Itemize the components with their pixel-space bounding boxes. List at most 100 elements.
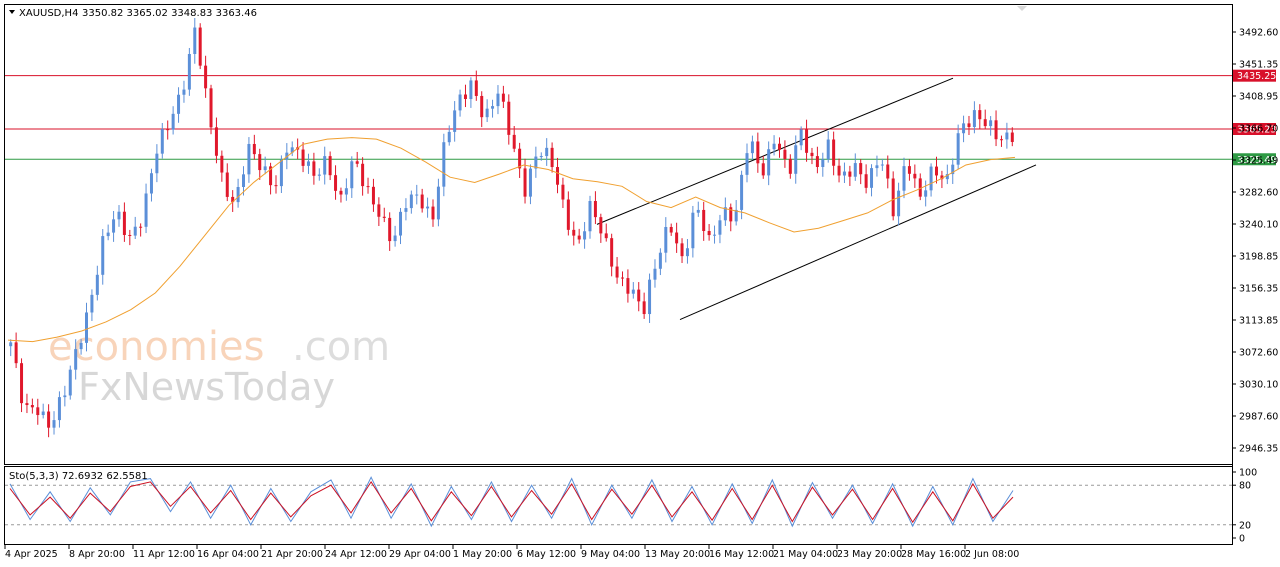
candle-body — [772, 143, 776, 150]
candle-body — [269, 166, 273, 186]
candle-body — [312, 161, 316, 176]
time-tick-label: 2 Jun 08:00 — [965, 549, 1019, 560]
time-tick-label: 8 Apr 20:00 — [69, 549, 125, 560]
watermark: economies .com FxNewsToday — [48, 324, 390, 409]
candle-body — [90, 294, 94, 313]
candle-body — [989, 120, 993, 127]
time-tick-label: 4 Apr 2025 — [5, 549, 58, 560]
candle-body — [588, 200, 592, 232]
candle-body — [897, 190, 901, 217]
price-tick-label: 3492.60 — [1239, 28, 1278, 39]
candle-body — [263, 166, 267, 171]
candle-body — [242, 174, 246, 187]
candle-body — [761, 163, 765, 176]
candle-body — [399, 211, 403, 236]
candle-body — [204, 65, 208, 89]
candle-body — [664, 226, 668, 253]
stochastic: 100 80 20 0 — [5, 468, 1257, 545]
candle-body — [209, 88, 213, 128]
candle-body — [610, 238, 614, 267]
candle-body — [518, 148, 522, 169]
candle-body — [20, 363, 24, 404]
main-panel-frame — [4, 4, 1233, 465]
candle-body — [929, 166, 933, 191]
support-1-tag — [1233, 153, 1276, 166]
candle-body — [371, 186, 375, 205]
candle-body — [593, 200, 597, 218]
candle-body — [339, 190, 343, 195]
candle-body — [691, 212, 695, 249]
candle-body — [864, 174, 868, 188]
price-tick-label: 3240.10 — [1239, 220, 1278, 231]
candle-body — [144, 193, 148, 227]
candle-body — [859, 163, 863, 175]
price-tick-label: 3408.95 — [1239, 92, 1278, 103]
candle-body — [458, 94, 462, 111]
candle-body — [79, 342, 83, 350]
candle-body — [512, 134, 516, 149]
candle-body — [528, 168, 532, 197]
candle-body — [85, 312, 89, 343]
candle-body — [951, 164, 955, 175]
candle-body — [366, 186, 370, 188]
stoch-series-k — [9, 476, 1014, 528]
time-tick-label: 21 May 04:00 — [773, 549, 838, 560]
candle-body — [106, 232, 110, 237]
candle-body — [918, 178, 922, 197]
candle-body — [810, 152, 814, 157]
time-tick-label: 23 May 20:00 — [837, 549, 902, 560]
time-tick-label: 1 May 20:00 — [453, 549, 512, 560]
candle-body — [875, 165, 879, 169]
candle-body — [52, 420, 56, 428]
candle-body — [350, 161, 354, 189]
watermark-dotcom: .com — [292, 324, 390, 370]
time-tick-label: 11 Apr 12:00 — [133, 549, 195, 560]
watermark-fxnewstoday: FxNewsToday — [78, 365, 335, 409]
trend-channel[interactable] — [596, 77, 1037, 321]
candle-body — [680, 243, 684, 257]
candle-body — [393, 235, 397, 242]
candle-body — [794, 145, 798, 174]
candle-body — [274, 185, 278, 187]
candle-body — [63, 395, 67, 398]
candle-body — [47, 411, 51, 428]
candle-body — [729, 207, 733, 222]
candle-body — [41, 411, 45, 416]
candle-body — [1005, 132, 1009, 140]
candle-body — [404, 208, 408, 212]
candle-body — [501, 93, 505, 102]
candle-body — [832, 139, 836, 166]
candle-body — [507, 101, 511, 135]
candle-body — [474, 80, 478, 96]
candle-body — [469, 80, 473, 100]
candle-body — [999, 139, 1003, 141]
candle-body — [972, 110, 976, 127]
candle-body — [382, 216, 386, 218]
stoch-series-d — [9, 480, 1014, 524]
candle-body — [907, 166, 911, 174]
watermark-economies: economies — [48, 324, 264, 370]
price-tick-label: 3282.60 — [1239, 188, 1278, 199]
price-tick-label: 3451.35 — [1239, 60, 1278, 71]
candle-body — [160, 129, 164, 154]
candle-body — [734, 209, 738, 222]
candle-body — [718, 220, 722, 235]
candle-body — [214, 127, 218, 156]
price-tick-label: 3072.60 — [1239, 348, 1278, 359]
candle-body — [236, 186, 240, 203]
candle-body — [166, 129, 170, 131]
dropdown-triangle-icon[interactable] — [9, 10, 15, 14]
candle-body — [344, 188, 348, 195]
candle-body — [713, 234, 717, 236]
candle-body — [604, 233, 608, 239]
candle-body — [388, 217, 392, 242]
candle-body — [837, 165, 841, 176]
candle-body — [247, 143, 251, 175]
candle-body — [669, 226, 673, 233]
candle-body — [620, 277, 624, 279]
candle-body — [637, 289, 641, 302]
price-tick-label: 3113.85 — [1239, 316, 1278, 327]
candle-body — [198, 27, 202, 66]
